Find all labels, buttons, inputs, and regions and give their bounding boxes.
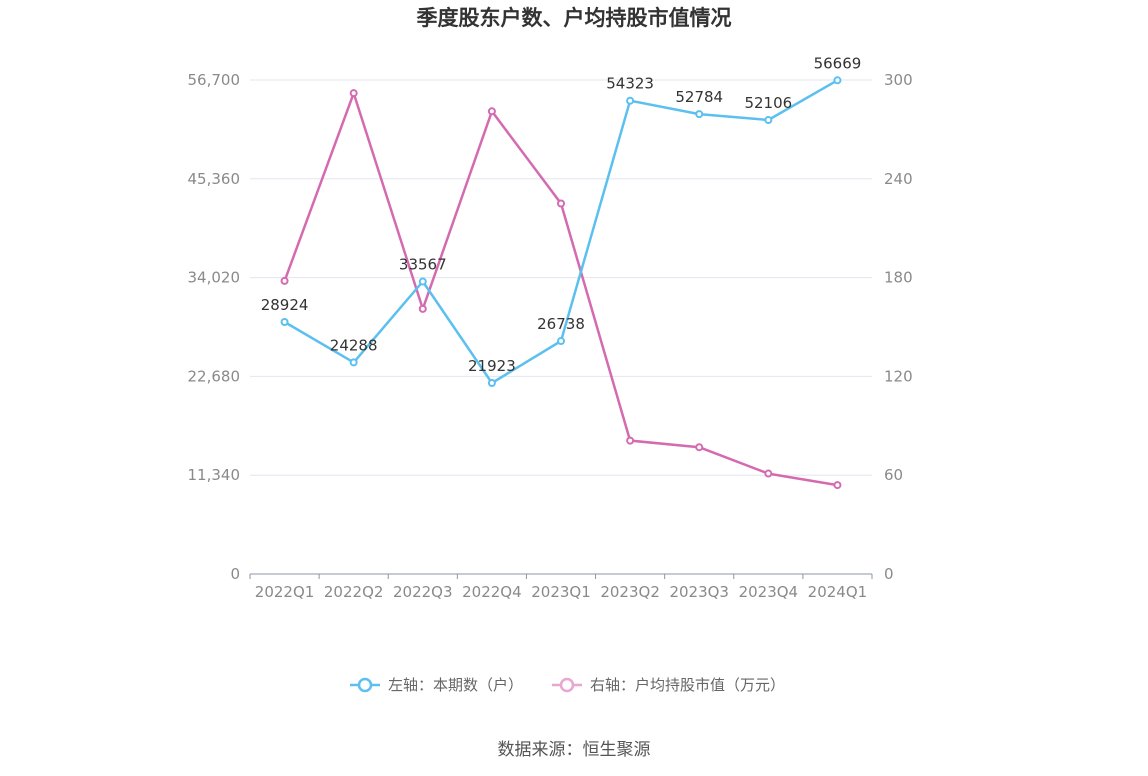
legend-label: 右轴：户均持股市值（万元） — [590, 676, 785, 694]
x-axis-tick-label: 2022Q4 — [462, 583, 522, 601]
left-axis-tick-label: 34,020 — [188, 269, 241, 287]
source-text: 数据来源：恒生聚源 — [498, 740, 651, 760]
legend-item-holders: 左轴：本期数（户） — [350, 676, 523, 694]
holders-data-label: 28924 — [261, 296, 309, 314]
left-axis-tick-label: 0 — [230, 565, 240, 583]
legend-marker — [559, 677, 575, 693]
avg-value-point — [626, 436, 635, 445]
axes: 0 11,340 22,680 34,020 45,360 56,700 0 60 120 180… — [188, 71, 913, 601]
holders-point — [833, 76, 842, 85]
legend-marker — [357, 677, 373, 693]
right-axis-tick-label: 240 — [884, 170, 913, 188]
x-axis-tick-label: 2022Q2 — [324, 583, 384, 601]
holders-point — [695, 110, 704, 119]
right-axis-tick-label: 300 — [884, 71, 913, 89]
holders-point — [626, 96, 635, 105]
x-axis-tick-label: 2024Q1 — [808, 583, 868, 601]
legend: 左轴：本期数（户） 右轴：户均持股市值（万元） — [350, 676, 785, 694]
legend-item-avg-value: 右轴：户均持股市值（万元） — [552, 676, 785, 694]
left-axis-tick-label: 22,680 — [188, 367, 241, 385]
grid-lines — [250, 79, 872, 476]
x-axis-tick-label: 2022Q1 — [255, 583, 315, 601]
x-axis-tick-label: 2023Q4 — [739, 583, 799, 601]
holders-data-label: 52106 — [744, 94, 792, 112]
series-layer — [280, 76, 842, 490]
data-labels: 28924 24288 33567 21923 26738 54323 52784 52106… — [261, 54, 862, 375]
holders-point — [349, 358, 358, 367]
avg-value-point — [695, 443, 704, 452]
left-axis-tick-label: 56,700 — [188, 71, 241, 89]
holders-data-label: 26738 — [537, 315, 585, 333]
holders-point — [418, 277, 427, 286]
legend-label: 左轴：本期数（户） — [388, 676, 523, 694]
holders-data-label: 33567 — [399, 256, 447, 274]
holders-data-label: 54323 — [606, 75, 654, 93]
avg-value-line — [283, 91, 838, 487]
x-axis-tick-label: 2023Q1 — [531, 583, 591, 601]
left-axis-tick-label: 11,340 — [188, 466, 241, 484]
chart-title: 季度股东户数、户均持股市值情况 — [417, 6, 732, 30]
holders-point — [557, 337, 565, 346]
left-axis-tick-label: 45,360 — [188, 170, 241, 188]
holders-data-label: 56669 — [814, 54, 862, 72]
holders-data-label: 52784 — [675, 88, 723, 106]
x-axis-tick-label: 2023Q3 — [669, 583, 729, 601]
holders-data-label: 21923 — [468, 357, 516, 375]
avg-value-point — [557, 199, 565, 208]
avg-value-point — [487, 107, 496, 116]
holders-point — [280, 317, 289, 326]
avg-value-point — [833, 481, 842, 490]
right-axis-tick-label: 180 — [884, 269, 913, 287]
avg-value-point — [280, 276, 289, 285]
x-axis-tick-label: 2022Q3 — [393, 583, 453, 601]
right-axis-tick-label: 0 — [884, 565, 894, 583]
holders-point — [487, 378, 496, 387]
right-axis-tick-label: 120 — [884, 367, 913, 385]
right-axis-tick-label: 60 — [884, 466, 903, 484]
holders-data-label: 24288 — [330, 336, 378, 354]
avg-value-point — [764, 469, 773, 478]
avg-value-point — [418, 304, 427, 313]
avg-value-point — [349, 89, 358, 98]
x-axis-tick-label: 2023Q2 — [600, 583, 660, 601]
holders-point — [764, 116, 773, 125]
